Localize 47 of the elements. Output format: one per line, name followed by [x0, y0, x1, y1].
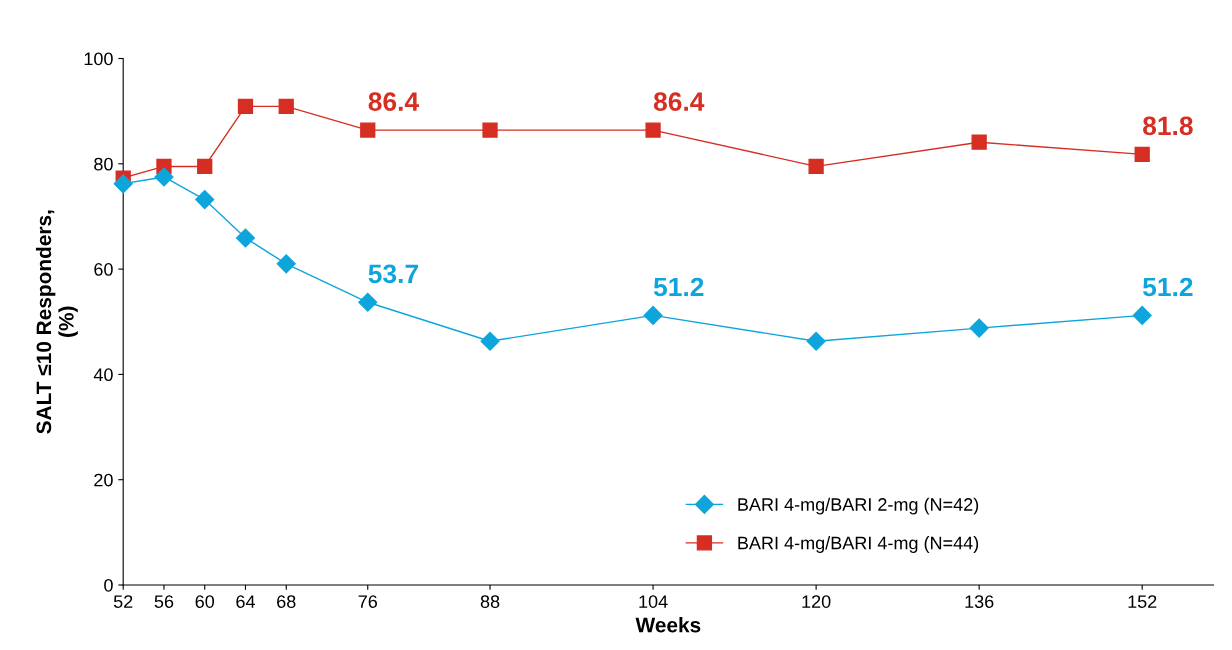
data-label: 53.7	[368, 264, 418, 284]
point	[480, 331, 500, 351]
data-label: 51.2	[653, 277, 704, 297]
point	[645, 122, 661, 138]
x-tick-label: 68	[277, 595, 296, 608]
point	[195, 190, 215, 210]
y-tick-label: 0	[104, 578, 113, 592]
x-tick-label: 56	[154, 595, 174, 608]
data-label: 86.4	[653, 92, 705, 111]
point	[808, 158, 824, 175]
point	[235, 228, 256, 248]
point	[1134, 146, 1150, 162]
point	[113, 174, 133, 194]
y-tick-label: 60	[94, 263, 113, 276]
legend-label: BARI 4-mg/BARI 2-mg (N=42)	[738, 497, 979, 515]
point	[278, 98, 294, 115]
y-axis-title: SALT ≤10 Responders, (%)	[35, 210, 78, 434]
point	[969, 318, 989, 338]
x-tick-label: 64	[236, 595, 255, 608]
y-tick-label: 80	[94, 157, 113, 171]
point	[237, 98, 254, 115]
point	[197, 158, 213, 175]
point	[1132, 305, 1152, 325]
point	[360, 122, 376, 138]
x-tick-label: 120	[802, 595, 831, 608]
point	[482, 122, 498, 138]
point	[276, 254, 296, 274]
x-tick-label: 104	[639, 595, 668, 608]
legend-label: BARI 4-mg/BARI 4-mg (N=44)	[738, 536, 979, 553]
data-label: 51.2	[1143, 277, 1193, 297]
x-tick-label: 152	[1128, 595, 1157, 608]
point	[643, 305, 663, 325]
x-tick-label: 60	[195, 595, 215, 608]
y-tick-label: 20	[94, 473, 113, 487]
point	[358, 292, 378, 312]
x-tick-label: 76	[358, 595, 378, 608]
y-tick-label: 40	[93, 368, 113, 382]
y-tick-label: 100	[84, 52, 113, 66]
data-label: 86.4	[368, 92, 419, 111]
data-label: 81.8	[1143, 116, 1193, 136]
point	[971, 134, 987, 150]
x-tick-label: 52	[113, 595, 133, 608]
x-tick-label: 88	[480, 595, 500, 608]
point	[154, 167, 174, 187]
x-tick-label: 136	[965, 595, 994, 608]
point	[806, 331, 826, 351]
x-axis-title: Weeks	[635, 617, 701, 633]
